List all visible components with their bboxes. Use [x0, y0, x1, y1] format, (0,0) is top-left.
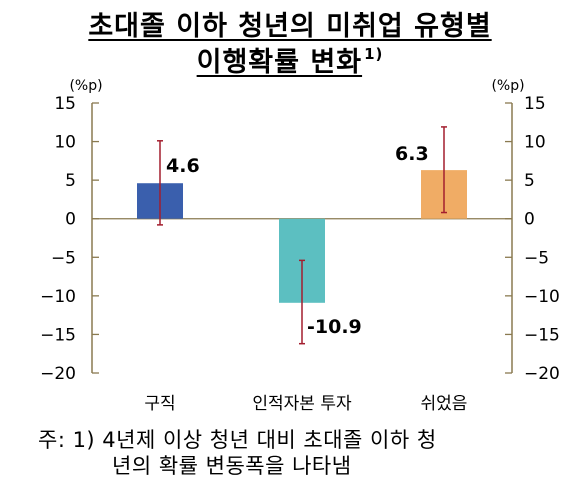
chart-title-text2: 이행확률 변화	[196, 47, 363, 78]
y-tick-label-left: 15	[54, 94, 76, 114]
title-footnote-mark: 1)	[364, 45, 384, 63]
chart-title-line1: 초대졸 이하 청년의 미취업 유형별	[0, 4, 580, 43]
y-tick-label-left: −15	[40, 325, 76, 345]
y-tick-label-right: −15	[524, 325, 560, 345]
y-tick-label-right: 5	[524, 171, 535, 191]
chart-title-line2: 이행확률 변화 1)	[0, 40, 580, 79]
y-tick-label-left: −20	[40, 364, 76, 384]
x-category-label: 쉬었음	[421, 394, 468, 414]
y-tick-label-right: 15	[524, 94, 546, 114]
y-tick-label-left: 5	[65, 171, 76, 191]
x-category-label: 구직	[144, 394, 175, 414]
y-unit-label-left: (%p)	[69, 78, 102, 94]
data-label: 6.3	[395, 143, 429, 165]
y-unit-label-right: (%p)	[491, 78, 524, 94]
y-tick-label-left: −10	[40, 287, 76, 307]
y-tick-label-left: 0	[65, 210, 76, 230]
y-tick-label-right: −10	[524, 287, 560, 307]
y-tick-label-right: 0	[524, 210, 535, 230]
chart-title-text1: 초대졸 이하 청년의 미취업 유형별	[88, 11, 492, 42]
y-tick-label-right: 10	[524, 133, 546, 153]
data-label: 4.6	[166, 155, 200, 177]
data-label: -10.9	[307, 316, 362, 338]
footnote-line2: 년의 확률 변동폭을 나타냄	[112, 454, 352, 478]
y-tick-label-left: −5	[51, 248, 76, 268]
y-tick-label-left: 10	[54, 133, 76, 153]
y-tick-label-right: −5	[524, 248, 549, 268]
x-category-label: 인적자본 투자	[252, 394, 352, 414]
y-tick-label-right: −20	[524, 364, 560, 384]
footnote-line1: 주: 1) 4년제 이상 청년 대비 초대졸 이하 청	[38, 428, 437, 452]
